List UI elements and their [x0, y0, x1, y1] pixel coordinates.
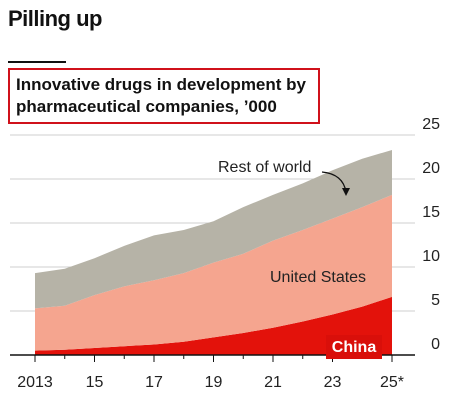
series-label: China [332, 339, 377, 356]
y-tick-label: 5 [431, 292, 440, 309]
series-label: Rest of world [218, 159, 311, 176]
title-rule [8, 61, 66, 63]
x-tick-label: 17 [145, 374, 163, 391]
chart-title: Pilling up [8, 6, 103, 31]
y-tick-label: 0 [431, 336, 440, 353]
y-tick-label: 20 [422, 160, 440, 177]
arrow-head [342, 188, 350, 196]
x-tick-label: 19 [205, 374, 223, 391]
chart-subtitle: Innovative drugs in development by pharm… [8, 68, 320, 124]
area [35, 149, 392, 309]
x-tick-label: 25* [380, 374, 404, 391]
area [35, 194, 392, 351]
x-tick-label: 15 [86, 374, 104, 391]
label-box [326, 335, 382, 359]
x-tick-label: 21 [264, 374, 282, 391]
y-tick-label: 25 [422, 116, 440, 133]
series-label: United States [270, 269, 366, 286]
x-tick-label: 23 [324, 374, 342, 391]
x-tick-label: 2013 [17, 374, 53, 391]
y-tick-label: 10 [422, 248, 440, 265]
y-tick-label: 15 [422, 204, 440, 221]
area [35, 296, 392, 355]
